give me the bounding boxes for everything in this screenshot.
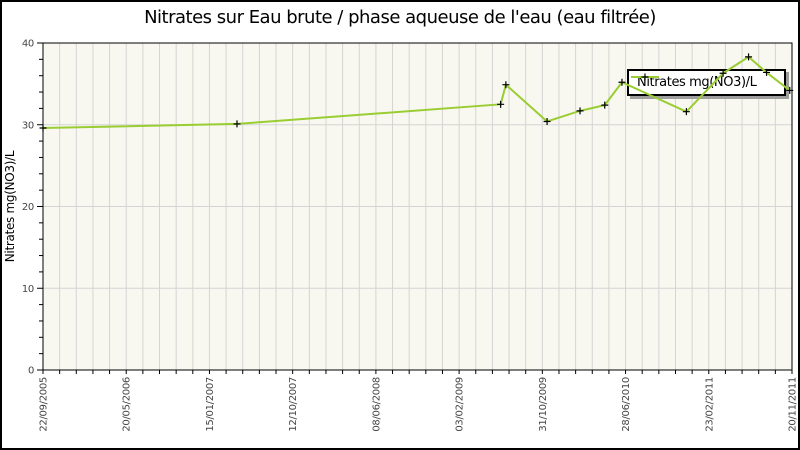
y-axis-ticks: 0 10 20 30 40 [22, 39, 43, 377]
y-tick-label: 0 [28, 366, 34, 377]
x-tick-label: 31/10/2009 [538, 377, 549, 432]
x-tick-label: 08/06/2008 [371, 377, 382, 432]
x-tick-label: 20/11/2011 [788, 377, 799, 432]
y-tick-label: 30 [22, 120, 34, 131]
chart-title: Nitrates sur Eau brute / phase aqueuse d… [144, 7, 656, 28]
x-axis-ticks [42, 370, 793, 374]
y-tick-label: 40 [22, 39, 34, 50]
x-tick-label: 20/05/2006 [122, 377, 133, 432]
x-tick-label: 23/02/2011 [704, 377, 715, 432]
x-tick-label: 03/02/2009 [455, 377, 466, 432]
x-tick-label: 12/10/2007 [288, 377, 299, 432]
legend-line-marker-icon [631, 73, 659, 81]
legend: Nitrates mg(NO3)/L [627, 69, 786, 96]
y-axis-title: Nitrates mg(NO3)/L [3, 150, 17, 262]
y-tick-label: 20 [22, 202, 34, 213]
x-tick-labels: 22/09/2005 20/05/2006 15/01/2007 12/10/2007… [39, 377, 799, 432]
y-tick-label: 10 [22, 284, 34, 295]
x-tick-label: 22/09/2005 [39, 377, 50, 432]
x-tick-label: 15/01/2007 [205, 377, 216, 432]
x-tick-label: 28/06/2010 [621, 377, 632, 432]
